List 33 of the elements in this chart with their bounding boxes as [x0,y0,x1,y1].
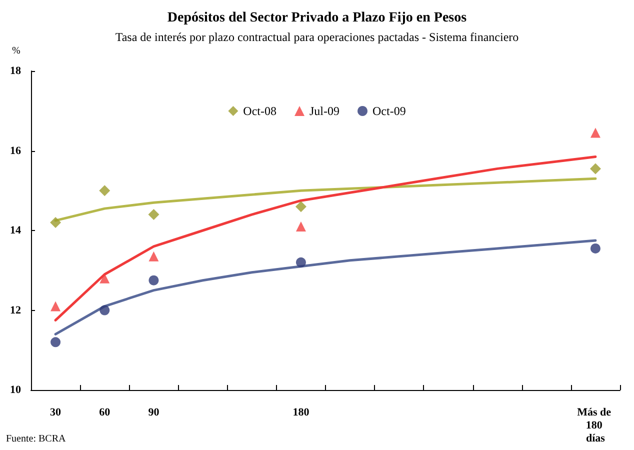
y-tick-label: 10 [10,384,22,396]
point [590,163,601,174]
point [590,243,600,254]
y-tick-label: 12 [10,304,22,316]
line-series [54,239,597,336]
x-tick-label: Más de 180 días [577,406,614,444]
point [590,128,600,138]
point [296,257,306,268]
point [296,222,306,232]
point [148,275,159,286]
x-tick-label: 180 [292,406,310,418]
point [99,185,110,196]
x-tick-label: 30 [50,406,62,418]
legend-label: Oct-08 [243,104,277,118]
source-note: Fuente: BCRA [6,434,67,444]
chart-title: Depósitos del Sector Privado a Plazo Fijo en Pesos [167,10,468,26]
point [100,305,110,316]
legend-label: Jul-09 [310,104,340,118]
point [148,251,159,262]
y-tick-label: 18 [10,65,22,77]
chart-subtitle: Tasa de interés por plazo contractual para operaciones pactadas - Sistema financiero [115,30,519,44]
point [50,337,61,348]
x-tick-label: 90 [148,406,160,418]
point [295,201,306,212]
x-tick-label: 60 [99,406,111,418]
point [148,209,160,220]
point [50,301,61,312]
y-tick-label: 16 [10,144,22,157]
legend-label: Oct-09 [372,104,406,118]
line-series [54,155,597,322]
point [50,217,62,228]
y-axis-title: % [12,46,20,56]
y-tick-label: 14 [10,224,22,236]
